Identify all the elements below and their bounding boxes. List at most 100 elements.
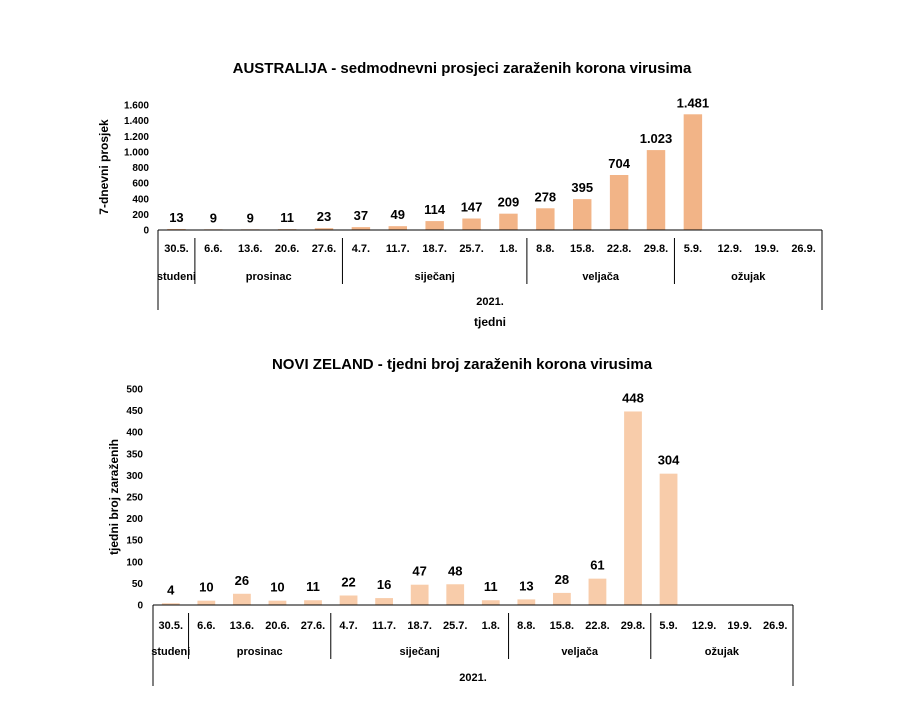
month-label: siječanj (414, 271, 454, 283)
y-tick-label: 200 (126, 514, 143, 525)
x-tick-label: 11.7. (386, 243, 410, 255)
x-tick-label: 27.6. (312, 243, 336, 255)
x-tick-label: 15.8. (550, 620, 574, 632)
y-tick-label: 1.600 (124, 101, 149, 112)
chart-australia: AUSTRALIJA - sedmodnevni prosjeci zaraže… (97, 60, 823, 329)
month-label: veljača (582, 271, 620, 283)
data-label: 48 (448, 563, 462, 578)
y-tick-label: 600 (132, 179, 149, 190)
month-label: ožujak (731, 271, 766, 283)
month-label: prosinac (246, 271, 292, 283)
bar-15.8. (573, 199, 592, 230)
data-label: 61 (590, 558, 604, 573)
data-label: 9 (247, 210, 254, 225)
x-tick-label: 22.8. (585, 620, 609, 632)
month-label: prosinac (237, 646, 283, 658)
bar-25.7. (446, 584, 465, 605)
x-tick-label: 5.9. (659, 620, 677, 632)
bar-4.7. (339, 595, 358, 605)
bar-4.7. (351, 227, 371, 230)
x-tick-label: 1.8. (499, 243, 517, 255)
x-tick-label: 5.9. (684, 243, 702, 255)
data-label: 26 (235, 573, 249, 588)
bar-8.8. (536, 208, 555, 230)
x-tick-label: 8.8. (517, 620, 535, 632)
month-label: ožujak (705, 646, 740, 658)
data-label: 304 (658, 453, 680, 468)
x-tick-label: 27.6. (301, 620, 325, 632)
data-label: 22 (341, 574, 355, 589)
x-tick-label: 26.9. (763, 620, 787, 632)
x-tick-label: 19.9. (754, 243, 778, 255)
bar-25.7. (462, 218, 481, 230)
data-label: 49 (391, 207, 405, 222)
bar-30.5. (161, 603, 180, 605)
bar-27.6. (304, 600, 322, 605)
bar-27.6. (314, 228, 334, 230)
y-tick-label: 100 (126, 557, 143, 568)
x-tick-label: 30.5. (164, 243, 188, 255)
chart-new-zealand: NOVI ZELAND - tjedni broj zaraženih koro… (107, 356, 794, 686)
y-tick-label: 150 (126, 536, 143, 547)
data-label: 278 (534, 189, 556, 204)
x-tick-label: 25.7. (443, 620, 467, 632)
bar-20.6. (268, 600, 287, 605)
data-label: 13 (169, 210, 183, 225)
x-tick-label: 19.9. (727, 620, 751, 632)
x-tick-label: 13.6. (238, 243, 262, 255)
data-label: 1.481 (677, 95, 710, 110)
bar-5.9. (683, 114, 703, 230)
bar-5.9. (659, 473, 678, 605)
x-tick-label: 6.6. (204, 243, 222, 255)
data-label: 23 (317, 209, 331, 224)
data-label: 448 (622, 390, 644, 405)
y-tick-label: 0 (137, 601, 143, 612)
y-tick-label: 400 (126, 428, 143, 439)
bar-29.8. (646, 150, 666, 230)
y-tick-label: 450 (126, 406, 143, 417)
x-tick-label: 8.8. (536, 243, 554, 255)
data-label: 11 (280, 210, 294, 225)
x-tick-label: 30.5. (159, 620, 183, 632)
data-label: 28 (555, 572, 569, 587)
bar-22.8. (609, 175, 629, 230)
bar-6.6. (197, 600, 216, 605)
x-tick-label: 6.6. (197, 620, 215, 632)
data-label: 10 (270, 580, 284, 595)
bar-1.8. (499, 213, 518, 230)
x-tick-label: 20.6. (275, 243, 299, 255)
y-axis-label: tjedni broj zaraženih (107, 439, 121, 555)
data-label: 11 (484, 579, 498, 594)
y-tick-label: 400 (132, 194, 149, 205)
data-label: 209 (498, 195, 520, 210)
x-tick-label: 26.9. (791, 243, 815, 255)
month-label: studeni (157, 271, 196, 283)
data-label: 47 (412, 564, 426, 579)
x-tick-label: 1.8. (482, 620, 500, 632)
bar-13.6. (233, 593, 251, 605)
data-label: 1.023 (640, 131, 673, 146)
data-label: 9 (210, 210, 217, 225)
data-label: 4 (167, 582, 175, 597)
data-label: 11 (306, 579, 320, 594)
x-tick-label: 25.7. (459, 243, 483, 255)
bar-15.8. (553, 592, 571, 605)
x-tick-label: 13.6. (230, 620, 254, 632)
bar-8.8. (517, 599, 536, 605)
bar-1.8. (481, 600, 500, 605)
data-label: 147 (461, 200, 483, 215)
y-tick-label: 0 (143, 226, 149, 237)
y-tick-label: 300 (126, 471, 143, 482)
bar-22.8. (588, 578, 607, 605)
bar-29.8. (624, 411, 642, 605)
x-tick-label: 18.7. (422, 243, 446, 255)
x-tick-label: 20.6. (265, 620, 289, 632)
month-label: studeni (151, 646, 190, 658)
bar-18.7. (425, 221, 444, 230)
bar-11.7. (375, 598, 393, 605)
data-label: 114 (424, 202, 446, 217)
x-tick-label: 4.7. (352, 243, 370, 255)
y-tick-label: 50 (132, 579, 144, 590)
chart-title: AUSTRALIJA - sedmodnevni prosjeci zaraže… (233, 60, 692, 77)
